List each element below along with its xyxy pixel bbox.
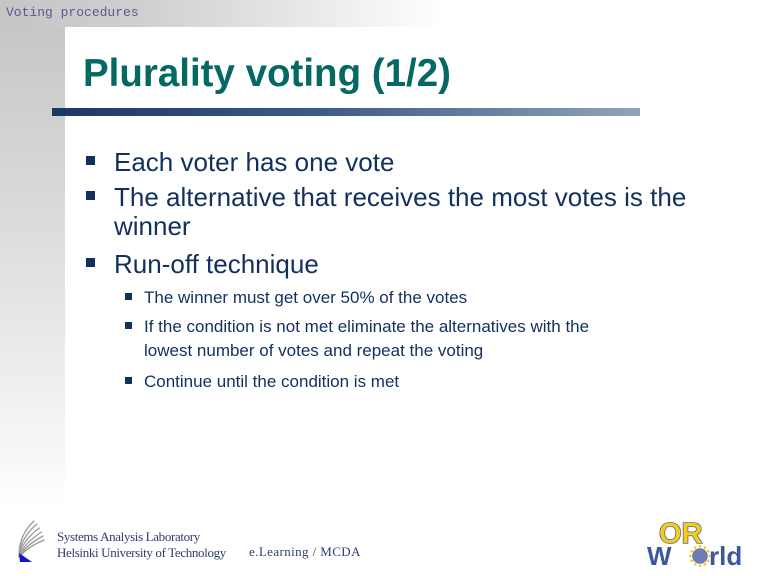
- svg-text:W: W: [647, 541, 672, 571]
- svg-text:rld: rld: [709, 541, 742, 571]
